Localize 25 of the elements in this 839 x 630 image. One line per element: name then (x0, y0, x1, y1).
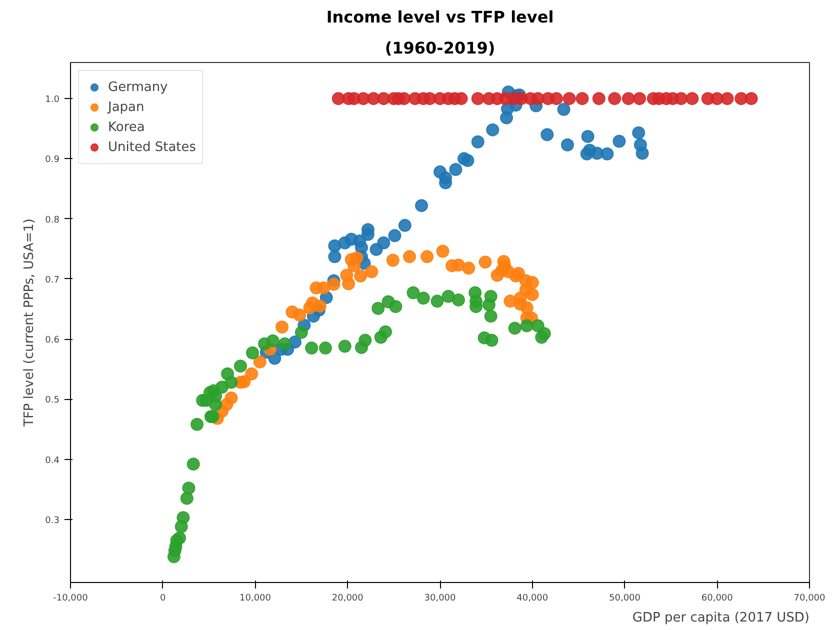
x-tick-label: 0 (160, 594, 166, 604)
x-tick-label: -10,000 (53, 594, 88, 604)
y-tick-label: 0.7 (45, 275, 60, 286)
x-axis-title: GDP per capita (2017 USD) (632, 610, 810, 626)
y-tick-label: 0.5 (45, 396, 60, 406)
x-tick-label: 30,000 (424, 594, 456, 604)
x-tick-label: 20,000 (332, 594, 364, 604)
legend-label: Japan (108, 100, 144, 114)
legend-label: Germany (108, 80, 168, 94)
chart-title: Income level vs TFP level (326, 8, 554, 26)
legend-label: Korea (108, 120, 145, 134)
chart-subtitle: (1960-2019) (384, 38, 496, 58)
y-tick-label: 0.6 (45, 336, 60, 346)
y-tick-label: 0.4 (45, 456, 60, 466)
x-tick-label: 60,000 (701, 594, 734, 604)
x-tick-label: 10,000 (240, 594, 272, 604)
x-tick-label: 70,000 (794, 594, 826, 604)
y-tick-label: 0.8 (45, 215, 60, 226)
y-tick-label: 1.0 (45, 95, 60, 106)
x-tick-label: 40,000 (516, 594, 548, 604)
y-tick-label: 0.9 (45, 155, 60, 166)
y-tick-label: 0.3 (45, 516, 60, 526)
legend-label: United States (108, 140, 196, 154)
x-tick-label: 50,000 (609, 594, 641, 604)
y-axis-title: TFP level (current PPPs, USA=1) (22, 218, 38, 428)
